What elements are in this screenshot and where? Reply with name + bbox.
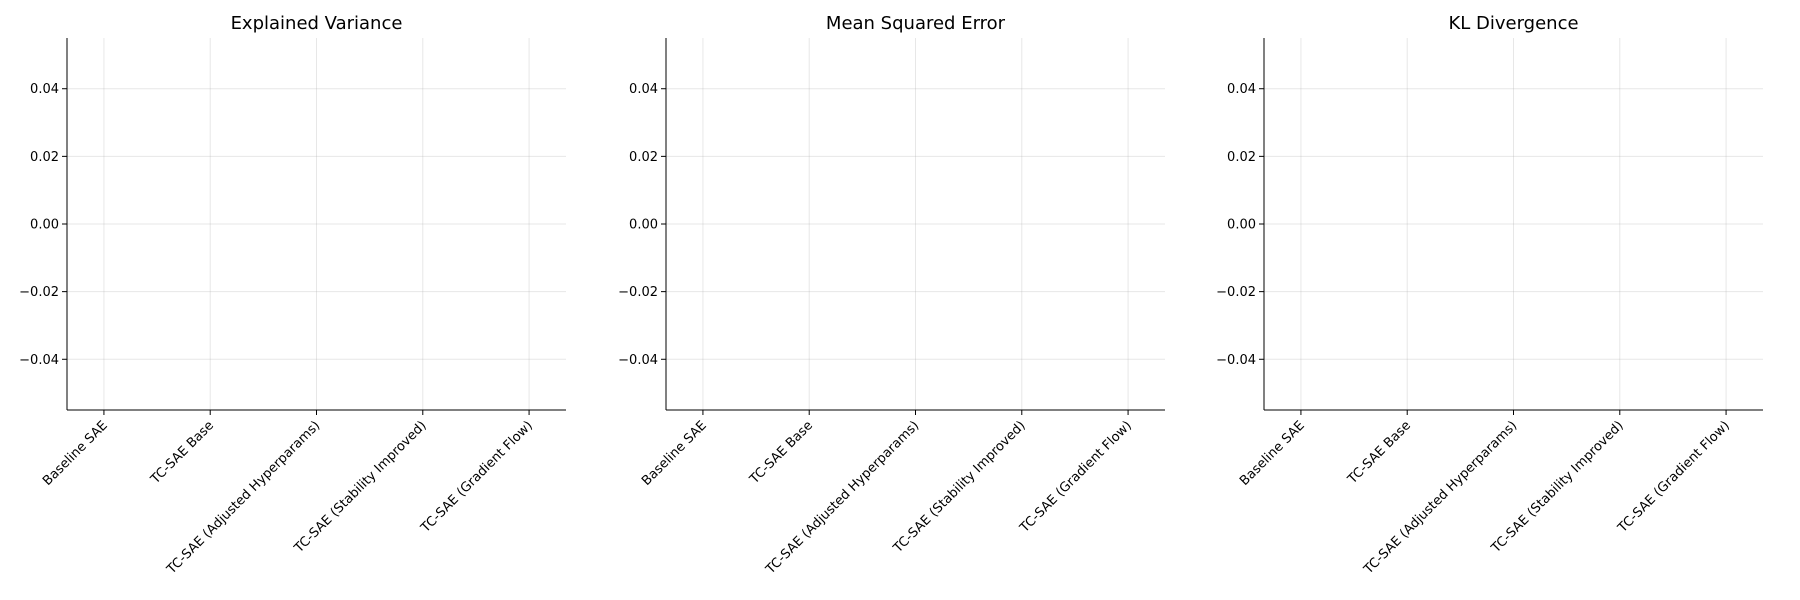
y-tick-label: −0.02 [618,285,658,300]
y-tick-label: −0.02 [19,285,59,300]
y-tick-label: −0.04 [618,353,658,368]
subplot-2: 0.04 0.02 0.00 −0.02 −0.04 Baseline SAE TC-SAE… [618,13,1165,578]
y-tick-label: 0.00 [30,218,59,233]
y-tick-label: 0.04 [1227,82,1256,97]
y-tick-label: 0.00 [629,218,658,233]
subplot-3: 0.04 0.02 0.00 −0.02 −0.04 Baseline SAE TC-SAE… [1216,13,1763,578]
subplot-1: 0.04 0.02 0.00 −0.02 −0.04 Baseline SAE TC-SAE… [19,13,566,578]
subplot-title: Explained Variance [231,13,403,34]
x-tick-label: Baseline SAE [1237,418,1308,489]
x-tick-label: TC-SAE Base [1345,418,1415,488]
y-tick-label: 0.00 [1227,218,1256,233]
x-tick-label: Baseline SAE [639,418,710,489]
y-tick-label: −0.04 [19,353,59,368]
y-tick-label: 0.04 [30,82,59,97]
subplot-title: Mean Squared Error [826,13,1006,34]
y-tick-label: −0.04 [1216,353,1256,368]
y-tick-label: 0.02 [30,150,59,165]
y-tick-label: 0.02 [629,150,658,165]
y-tick-label: 0.02 [1227,150,1256,165]
y-tick-label: −0.02 [1216,285,1256,300]
x-tick-label: Baseline SAE [40,418,111,489]
x-tick-label: TC-SAE Base [148,418,218,488]
subplot-title: KL Divergence [1448,13,1578,34]
x-tick-label: TC-SAE (Gradient Flow) [1615,418,1733,536]
y-tick-label: 0.04 [629,82,658,97]
x-tick-label: TC-SAE (Gradient Flow) [418,418,536,536]
x-tick-label: TC-SAE Base [747,418,817,488]
x-tick-label: TC-SAE (Gradient Flow) [1017,418,1135,536]
